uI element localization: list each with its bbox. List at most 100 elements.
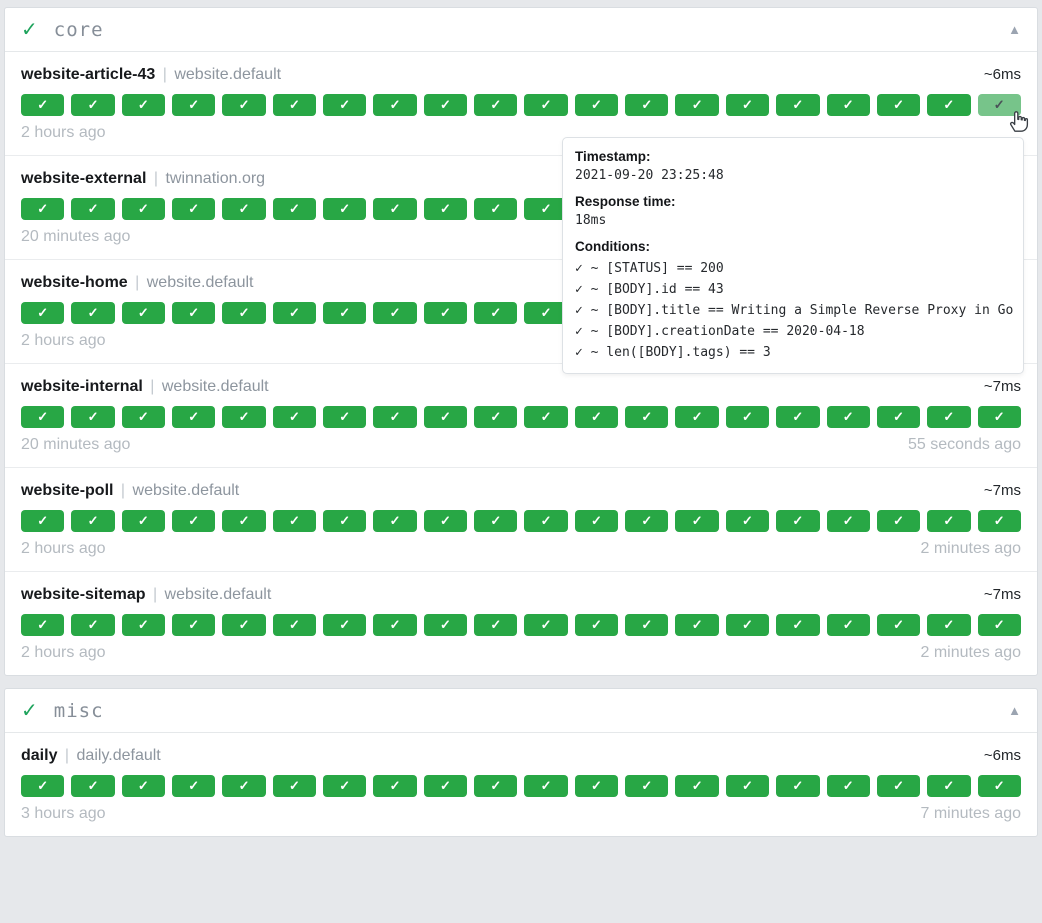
health-check-badge[interactable]: ✓ (21, 198, 65, 220)
health-check-badge[interactable]: ✓ (524, 510, 568, 532)
health-check-badge[interactable]: ✓ (474, 406, 518, 428)
health-check-badge[interactable]: ✓ (21, 302, 65, 324)
collapse-triangle-icon[interactable]: ▲ (1008, 22, 1021, 37)
health-check-badge[interactable]: ✓ (222, 406, 266, 428)
health-check-badge[interactable]: ✓ (272, 406, 317, 428)
health-check-badge[interactable]: ✓ (172, 94, 216, 116)
health-check-badge[interactable]: ✓ (323, 406, 367, 428)
health-check-badge[interactable]: ✓ (71, 510, 115, 532)
health-check-badge[interactable]: ✓ (574, 614, 619, 636)
health-check-badge[interactable]: ✓ (927, 510, 971, 532)
endpoint-name[interactable]: website-home (21, 274, 128, 291)
health-check-badge[interactable]: ✓ (474, 775, 518, 797)
health-check-badge[interactable]: ✓ (373, 614, 417, 636)
health-check-badge[interactable]: ✓ (574, 406, 619, 428)
health-check-badge[interactable]: ✓ (21, 775, 65, 797)
health-check-badge[interactable]: ✓ (272, 775, 317, 797)
health-check-badge[interactable]: ✓ (474, 302, 518, 324)
health-check-badge[interactable]: ✓ (121, 302, 166, 324)
health-check-badge[interactable]: ✓ (876, 510, 921, 532)
health-check-badge[interactable]: ✓ (323, 614, 367, 636)
health-check-badge[interactable]: ✓ (977, 775, 1021, 797)
health-check-badge[interactable]: ✓ (373, 775, 417, 797)
health-check-badge[interactable]: ✓ (725, 94, 770, 116)
health-check-badge[interactable]: ✓ (675, 94, 719, 116)
health-check-badge[interactable]: ✓ (121, 198, 166, 220)
health-check-badge[interactable]: ✓ (725, 775, 770, 797)
health-check-badge[interactable]: ✓ (121, 510, 166, 532)
health-check-badge[interactable]: ✓ (776, 510, 820, 532)
health-check-badge[interactable]: ✓ (323, 198, 367, 220)
health-check-badge[interactable]: ✓ (826, 94, 870, 116)
health-check-badge[interactable]: ✓ (574, 94, 619, 116)
endpoint-name[interactable]: website-poll (21, 482, 114, 499)
health-check-badge[interactable]: ✓ (524, 406, 568, 428)
health-check-badge[interactable]: ✓ (373, 406, 417, 428)
health-check-badge[interactable]: ✓ (71, 406, 115, 428)
health-check-badge[interactable]: ✓ (474, 198, 518, 220)
health-check-badge[interactable]: ✓ (323, 302, 367, 324)
health-check-badge[interactable]: ✓ (172, 406, 216, 428)
health-check-badge[interactable]: ✓ (776, 406, 820, 428)
health-check-badge[interactable]: ✓ (71, 198, 115, 220)
health-check-badge[interactable]: ✓ (876, 406, 921, 428)
health-check-badge[interactable]: ✓ (373, 510, 417, 532)
health-check-badge[interactable]: ✓ (121, 94, 166, 116)
health-check-badge[interactable]: ✓ (625, 510, 669, 532)
health-check-badge[interactable]: ✓ (172, 775, 216, 797)
health-check-badge[interactable]: ✓ (524, 302, 568, 324)
health-check-badge[interactable]: ✓ (826, 775, 870, 797)
health-check-badge[interactable]: ✓ (121, 775, 166, 797)
health-check-badge[interactable]: ✓ (71, 614, 115, 636)
health-check-badge[interactable]: ✓ (272, 510, 317, 532)
health-check-badge[interactable]: ✓ (524, 94, 568, 116)
health-check-badge[interactable]: ✓ (222, 775, 266, 797)
health-check-badge[interactable]: ✓ (977, 614, 1021, 636)
health-check-badge[interactable]: ✓ (826, 510, 870, 532)
health-check-badge[interactable]: ✓ (71, 775, 115, 797)
health-check-badge[interactable]: ✓ (524, 198, 568, 220)
health-check-badge[interactable]: ✓ (826, 614, 870, 636)
health-check-badge[interactable]: ✓ (21, 94, 65, 116)
health-check-badge[interactable]: ✓ (272, 614, 317, 636)
endpoint-name[interactable]: daily (21, 747, 58, 764)
health-check-badge[interactable]: ✓ (272, 94, 317, 116)
health-check-badge[interactable]: ✓ (172, 510, 216, 532)
health-check-badge[interactable]: ✓ (121, 614, 166, 636)
health-check-badge[interactable]: ✓ (222, 198, 266, 220)
health-check-badge[interactable]: ✓ (373, 94, 417, 116)
health-check-badge[interactable]: ✓ (524, 775, 568, 797)
health-check-badge[interactable]: ✓ (423, 775, 468, 797)
health-check-badge[interactable]: ✓ (675, 614, 719, 636)
health-check-badge[interactable]: ✓ (21, 510, 65, 532)
health-check-badge[interactable]: ✓ (222, 614, 266, 636)
health-check-badge[interactable]: ✓ (172, 198, 216, 220)
health-check-badge[interactable]: ✓ (977, 94, 1021, 116)
health-check-badge[interactable]: ✓ (725, 614, 770, 636)
health-check-badge[interactable]: ✓ (172, 614, 216, 636)
health-check-badge[interactable]: ✓ (574, 775, 619, 797)
health-check-badge[interactable]: ✓ (574, 510, 619, 532)
health-check-badge[interactable]: ✓ (323, 775, 367, 797)
health-check-badge[interactable]: ✓ (524, 614, 568, 636)
health-check-badge[interactable]: ✓ (876, 614, 921, 636)
health-check-badge[interactable]: ✓ (21, 406, 65, 428)
collapse-triangle-icon[interactable]: ▲ (1008, 703, 1021, 718)
health-check-badge[interactable]: ✓ (272, 198, 317, 220)
health-check-badge[interactable]: ✓ (625, 614, 669, 636)
health-check-badge[interactable]: ✓ (222, 510, 266, 532)
health-check-badge[interactable]: ✓ (675, 406, 719, 428)
health-check-badge[interactable]: ✓ (675, 775, 719, 797)
endpoint-name[interactable]: website-sitemap (21, 586, 146, 603)
health-check-badge[interactable]: ✓ (423, 302, 468, 324)
endpoint-name[interactable]: website-external (21, 170, 147, 187)
health-check-badge[interactable]: ✓ (876, 94, 921, 116)
health-check-badge[interactable]: ✓ (323, 510, 367, 532)
health-check-badge[interactable]: ✓ (776, 775, 820, 797)
health-check-badge[interactable]: ✓ (927, 775, 971, 797)
health-check-badge[interactable]: ✓ (71, 94, 115, 116)
health-check-badge[interactable]: ✓ (826, 406, 870, 428)
health-check-badge[interactable]: ✓ (373, 198, 417, 220)
group-header-core[interactable]: ✓ core ▲ (5, 8, 1037, 52)
health-check-badge[interactable]: ✓ (423, 614, 468, 636)
